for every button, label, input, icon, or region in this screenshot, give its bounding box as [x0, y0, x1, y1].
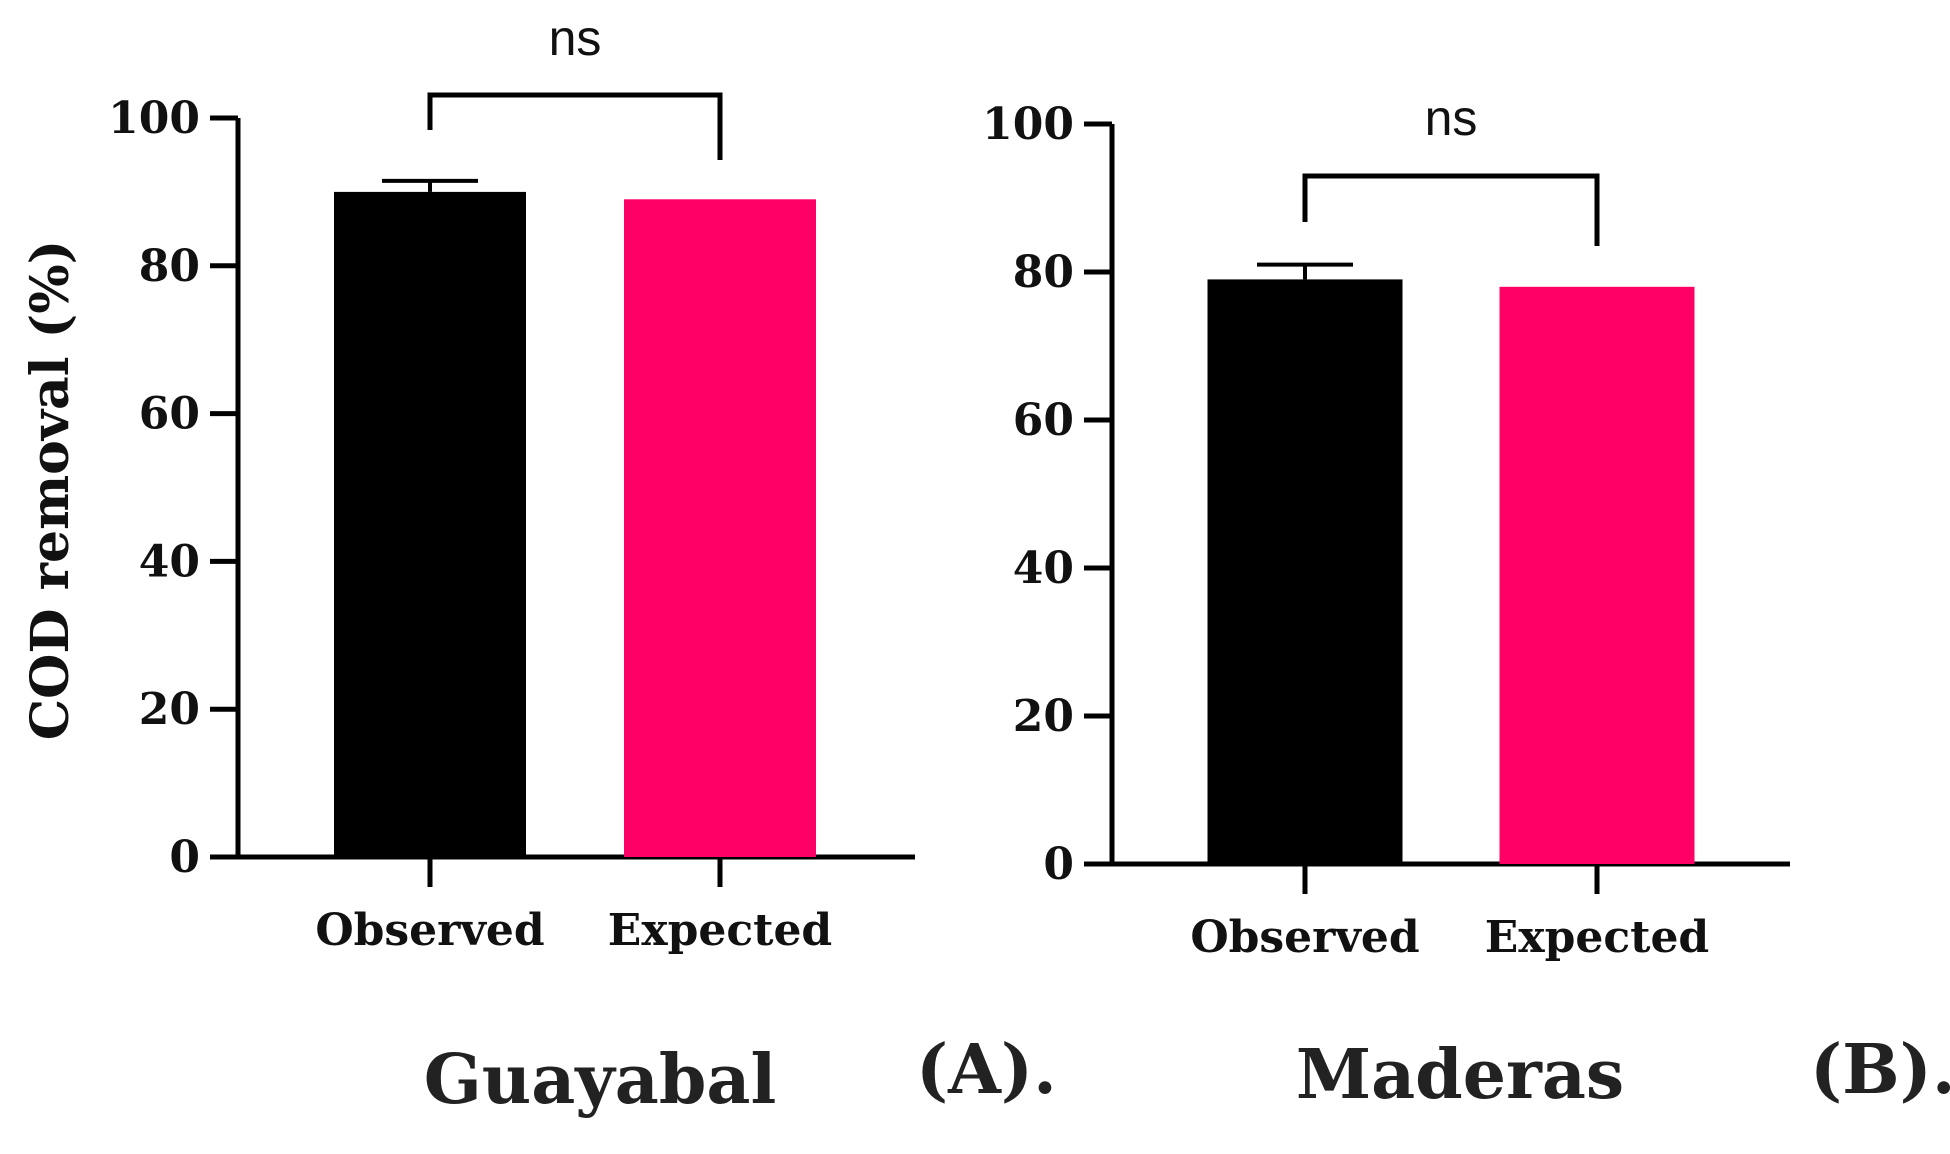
y-ticks: 0 20 40 60 80 100 [982, 99, 1112, 890]
significance-bracket: ns [1302, 90, 1600, 246]
y-tick-label: 60 [1013, 395, 1074, 446]
panel-title: Maderas [1296, 1035, 1624, 1115]
category-labels: Observed Expected [1190, 864, 1709, 963]
panel-b: 0 20 40 60 80 100 Observed Expected ns Maderas… [982, 90, 1950, 1115]
bar-observed [334, 191, 526, 857]
y-tick-label: 60 [139, 389, 200, 440]
x-tick-label: Observed [315, 905, 544, 956]
significance-label: ns [1425, 90, 1478, 146]
bar-observed [1207, 279, 1403, 864]
panel-label: (B). [1810, 1030, 1950, 1110]
bars [334, 178, 816, 858]
y-tick-label: 40 [1013, 543, 1074, 594]
x-tick-label: Expected [1485, 912, 1709, 963]
category-labels: Observed Expected [315, 857, 832, 956]
y-tick-label: 80 [139, 241, 200, 292]
y-tick-label: 20 [1013, 691, 1074, 742]
y-ticks: 0 20 40 60 80 100 [108, 93, 238, 883]
y-tick-label: 0 [169, 832, 200, 883]
significance-label: ns [549, 10, 602, 66]
y-tick-label: 40 [139, 536, 200, 587]
x-tick-label: Expected [608, 905, 832, 956]
panel-label: (A). [916, 1030, 1057, 1110]
bracket-line [427, 92, 723, 160]
bracket-line [1302, 173, 1600, 246]
significance-bracket: ns [427, 10, 723, 160]
bar-expected [624, 199, 816, 858]
y-tick-label: 100 [108, 93, 200, 144]
bar-expected [1499, 286, 1695, 864]
y-tick-label: 0 [1043, 839, 1074, 890]
bars [1207, 262, 1695, 864]
y-tick-label: 20 [139, 684, 200, 735]
panel-title: Guayabal [424, 1040, 777, 1120]
y-tick-label: 100 [982, 99, 1074, 150]
y-tick-label: 80 [1013, 247, 1074, 298]
y-axis-title: COD removal (%) [20, 240, 81, 740]
x-tick-label: Observed [1190, 912, 1419, 963]
panel-a: 0 20 40 60 80 100 Observed Expected ns Guayaba… [108, 10, 1057, 1120]
